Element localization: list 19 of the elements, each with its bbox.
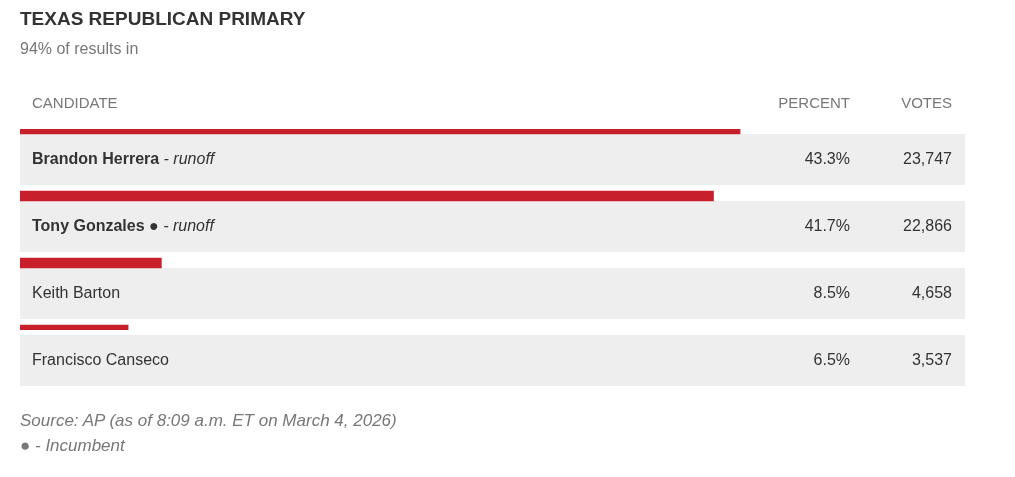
- text: VOTES: [901, 94, 952, 112]
- y-tick-label: Tony Gonzales ● - runoff: [32, 217, 216, 235]
- chart-title: TEXAS REPUBLICAN PRIMARY: [20, 8, 306, 30]
- data-label: 8.5%: [813, 284, 850, 302]
- text: 23,747: [903, 150, 953, 168]
- y-tick-label: Keith Barton: [32, 284, 121, 302]
- text: 3,537: [911, 351, 953, 369]
- y-tick-label: Francisco Canseco: [32, 351, 170, 369]
- data-label: 43.3%: [804, 150, 850, 168]
- chart-subtitle: 94% of results in: [20, 40, 139, 58]
- x-axis-title: PERCENT: [778, 94, 850, 112]
- data-label: 6.5%: [813, 351, 850, 369]
- text: ● - Incumbent: [20, 436, 125, 456]
- y-axis-title: CANDIDATE: [32, 94, 118, 112]
- data-label: 41.7%: [804, 217, 850, 235]
- source-note: Source: AP (as of 8:09 a.m. ET on March 4, 2026): [20, 411, 397, 431]
- y-tick-label: Brandon Herrera - runoff: [32, 150, 216, 168]
- text: 4,658: [911, 284, 953, 302]
- text: 22,866: [903, 217, 953, 235]
